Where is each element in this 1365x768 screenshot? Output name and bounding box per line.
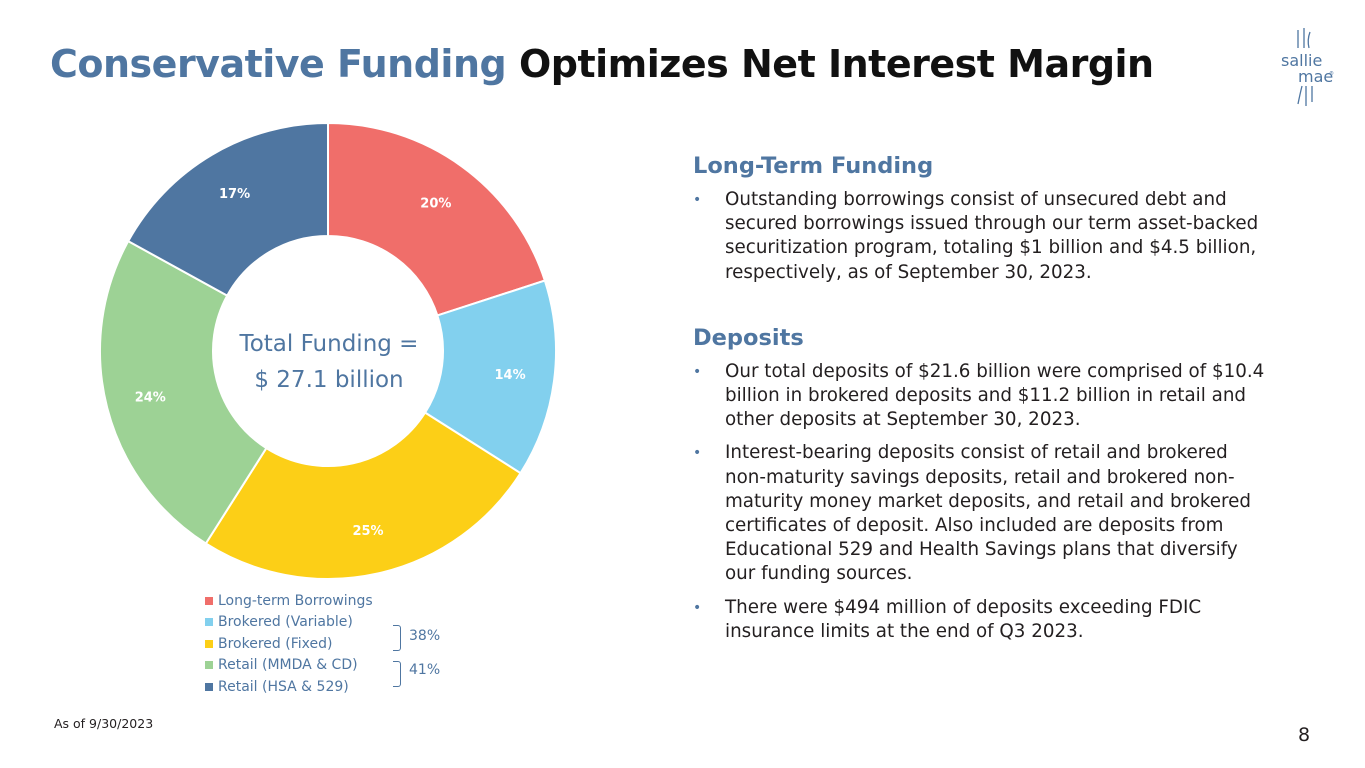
donut-center-label: Total Funding = $ 27.1 billion xyxy=(236,326,422,398)
donut-slice-retail-hsa-529 xyxy=(126,121,329,297)
bullet-item: • Our total deposits of $21.6 billion we… xyxy=(693,360,1273,433)
legend-item-brokered-fixed: Brokered (Fixed) xyxy=(205,633,373,655)
legend-swatch xyxy=(205,596,213,605)
logo-stroke xyxy=(1307,31,1311,49)
center-label-line1: Total Funding = xyxy=(239,331,419,357)
bullet-marker: • xyxy=(693,192,702,208)
data-label-retail-hsa-529: 17% xyxy=(219,187,250,202)
title-accent: Conservative Funding xyxy=(50,42,507,86)
bullet-marker: • xyxy=(693,363,702,380)
content-panel: Long-Term Funding • Outstanding borrowin… xyxy=(693,150,1273,653)
page-number: 8 xyxy=(1298,724,1311,746)
logo-strokes xyxy=(1297,28,1313,106)
deposits-heading: Deposits xyxy=(693,324,804,351)
data-label-brokered-variable: 14% xyxy=(494,368,525,383)
footnote: As of 9/30/2023 xyxy=(54,716,154,731)
long-term-funding-heading: Long-Term Funding xyxy=(693,153,934,179)
bullet-item: • Outstanding borrowings consist of unse… xyxy=(693,188,1273,285)
bullet-text: Outstanding borrowings consist of unsecu… xyxy=(725,189,1259,283)
logo-text-line2: mae xyxy=(1298,67,1333,86)
data-label-brokered-fixed: 25% xyxy=(352,524,383,539)
title-rest: Optimizes Net Interest Margin xyxy=(518,42,1154,86)
legend-item-retail-mmda-cd: Retail (MMDA & CD) xyxy=(205,655,373,677)
data-label-long-term-borrowings: 20% xyxy=(420,197,451,212)
group-label-retail: 41% xyxy=(409,662,441,678)
group-bracket-brokered xyxy=(393,625,401,651)
bullet-marker: • xyxy=(693,599,702,616)
deposits-bullets: • Our total deposits of $21.6 billion we… xyxy=(693,360,1273,644)
legend-label: Brokered (Variable) xyxy=(218,614,353,631)
sallie-mae-logo: sallie mae ® xyxy=(1276,28,1336,110)
legend-item-long-term-borrowings: Long-term Borrowings xyxy=(205,590,373,612)
funding-donut-chart: 20% 14% 25% 24% 17% Total Funding = $ 27.1 b… xyxy=(0,0,680,768)
logo-registered-mark: ® xyxy=(1329,70,1334,77)
bullet-item: • Interest-bearing deposits consist of r… xyxy=(693,441,1273,586)
center-label-line2: $ 27.1 billion xyxy=(254,367,404,393)
legend-label: Long-term Borrowings xyxy=(218,592,373,609)
legend-swatch xyxy=(205,639,213,648)
group-bracket-retail xyxy=(393,661,401,687)
group-label-brokered: 38% xyxy=(409,628,441,644)
page-title: Conservative Funding Optimizes Net Inter… xyxy=(50,42,1154,86)
sallie-mae-logo-mark: sallie mae ® xyxy=(1281,28,1334,106)
legend-swatch xyxy=(205,618,213,627)
legend-swatch xyxy=(205,661,213,670)
legend-label: Brokered (Fixed) xyxy=(218,635,333,652)
chart-legend: Long-term Borrowings Brokered (Variable) B… xyxy=(205,590,373,698)
legend-label: Retail (MMDA & CD) xyxy=(218,657,358,674)
logo-text-line1: sallie xyxy=(1281,51,1322,70)
bullet-item: • There were $494 million of deposits ex… xyxy=(693,596,1273,644)
bullet-text: There were $494 million of deposits exce… xyxy=(725,596,1202,642)
bullet-text: Our total deposits of $21.6 billion were… xyxy=(725,360,1265,431)
data-label-retail-mmda-cd: 24% xyxy=(135,391,166,406)
legend-label: Retail (HSA & 529) xyxy=(218,678,349,695)
legend-item-brokered-variable: Brokered (Variable) xyxy=(205,612,373,634)
logo-stroke xyxy=(1297,85,1303,105)
donut-slice-retail-mmda-cd xyxy=(99,239,268,545)
donut-slice-brokered-fixed xyxy=(204,411,522,580)
donut-slice-long-term-borrowings xyxy=(327,121,547,317)
legend-swatch xyxy=(205,682,213,691)
donut-chart-svg: 20% 14% 25% 24% 17% xyxy=(99,121,557,580)
legend-item-retail-hsa-529: Retail (HSA & 529) xyxy=(205,676,373,698)
bullet-text: Interest-bearing deposits consist of ret… xyxy=(725,442,1252,585)
long-term-funding-bullets: • Outstanding borrowings consist of unse… xyxy=(693,188,1273,285)
bullet-marker: • xyxy=(693,445,702,462)
